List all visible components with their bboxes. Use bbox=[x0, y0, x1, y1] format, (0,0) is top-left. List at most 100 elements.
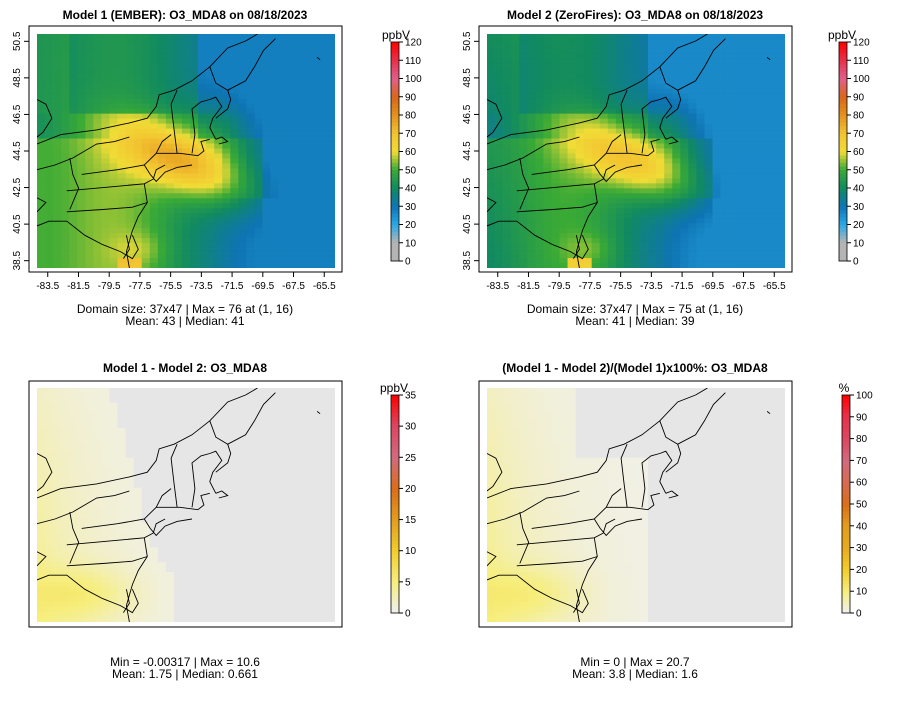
heatmap-cell bbox=[776, 43, 785, 50]
heatmap-cell bbox=[157, 253, 167, 259]
heatmap-cell bbox=[736, 128, 746, 134]
heatmap-cell bbox=[77, 457, 86, 464]
heatmap-cell bbox=[61, 392, 70, 399]
heatmap-cell bbox=[173, 88, 183, 95]
heatmap-cell bbox=[77, 168, 86, 174]
heatmap-cell bbox=[607, 43, 617, 50]
heatmap-cell bbox=[93, 542, 102, 548]
heatmap-cell bbox=[85, 467, 94, 473]
heatmap-cell bbox=[222, 447, 231, 454]
heatmap-cell bbox=[527, 34, 536, 40]
heatmap-cell bbox=[728, 138, 738, 144]
heatmap-cell bbox=[133, 148, 143, 154]
heatmap-cell bbox=[173, 138, 183, 144]
heatmap-cell bbox=[631, 193, 641, 199]
heatmap-cell bbox=[262, 497, 271, 503]
heatmap-cell bbox=[623, 108, 633, 115]
heatmap-cell bbox=[648, 108, 657, 115]
heatmap-cell bbox=[246, 392, 255, 399]
heatmap-cell bbox=[165, 427, 175, 434]
heatmap-cell bbox=[656, 38, 665, 45]
heatmap-cell bbox=[487, 223, 496, 229]
heatmap-cell bbox=[254, 537, 263, 543]
heatmap-cell bbox=[157, 63, 167, 70]
heatmap-cell bbox=[527, 188, 536, 194]
heatmap-cell bbox=[768, 128, 778, 134]
heatmap-cell bbox=[141, 482, 151, 488]
heatmap-cell bbox=[198, 532, 207, 538]
heatmap-cell bbox=[527, 48, 536, 55]
heatmap-cell bbox=[238, 253, 247, 259]
heatmap-cell bbox=[640, 163, 649, 169]
heatmap-cell bbox=[238, 133, 247, 139]
heatmap-cell bbox=[254, 467, 263, 473]
heatmap-cell bbox=[543, 233, 552, 239]
heatmap-cell bbox=[688, 218, 697, 224]
heatmap-cell bbox=[117, 208, 126, 214]
heatmap-cell bbox=[109, 98, 118, 105]
heatmap-cell bbox=[109, 542, 118, 548]
heatmap-cell bbox=[583, 213, 593, 219]
heatmap-cell bbox=[37, 83, 46, 90]
heatmap-cell bbox=[198, 123, 207, 129]
heatmap-cell bbox=[45, 93, 54, 100]
heatmap-cell bbox=[310, 113, 320, 119]
heatmap-cell bbox=[246, 407, 255, 414]
heatmap-cell bbox=[310, 163, 320, 169]
heatmap-cell bbox=[181, 467, 191, 473]
heatmap-cell bbox=[672, 43, 681, 50]
heatmap-cell bbox=[109, 118, 118, 124]
heatmap-cell bbox=[37, 143, 46, 149]
heatmap-cell bbox=[278, 103, 288, 110]
heatmap-cell bbox=[712, 203, 721, 209]
heatmap-cell bbox=[190, 402, 199, 409]
heatmap-cell bbox=[77, 98, 86, 105]
heatmap-cell bbox=[511, 98, 520, 105]
heatmap-cell bbox=[141, 53, 151, 60]
heatmap-cell bbox=[535, 203, 544, 209]
state-boundary bbox=[487, 99, 503, 138]
heatmap-cell bbox=[688, 108, 697, 115]
heatmap-cell bbox=[181, 183, 191, 189]
heatmap-cell bbox=[157, 98, 167, 105]
heatmap-cell bbox=[117, 233, 126, 239]
heatmap-cell bbox=[318, 173, 328, 179]
heatmap-cell bbox=[688, 93, 697, 100]
heatmap-cell bbox=[318, 103, 328, 110]
heatmap-cell bbox=[728, 153, 738, 159]
heatmap-cell bbox=[503, 248, 512, 254]
heatmap-cell bbox=[141, 233, 151, 239]
heatmap-cell bbox=[623, 68, 633, 75]
heatmap-cell bbox=[85, 497, 94, 503]
heatmap-cell bbox=[294, 208, 304, 214]
heatmap-cell bbox=[149, 188, 159, 194]
heatmap-cell bbox=[125, 173, 134, 179]
colorbar-tick-label: 60 bbox=[405, 147, 417, 158]
heatmap-cell bbox=[776, 178, 785, 184]
heatmap-cell bbox=[238, 168, 247, 174]
heatmap-cell bbox=[487, 88, 496, 95]
heatmap-cell bbox=[157, 48, 167, 55]
heatmap-cell bbox=[173, 73, 183, 80]
colorbar-segment bbox=[391, 42, 399, 46]
heatmap-cell bbox=[752, 173, 762, 179]
heatmap-cell bbox=[278, 447, 288, 454]
heatmap-cell bbox=[623, 133, 633, 139]
heatmap-cell bbox=[575, 203, 584, 209]
heatmap-cell bbox=[77, 88, 86, 95]
heatmap-cell bbox=[559, 208, 568, 214]
heatmap-cell bbox=[318, 63, 328, 70]
heatmap-cell bbox=[318, 407, 328, 414]
heatmap-cell bbox=[190, 178, 199, 184]
heatmap-cell bbox=[720, 183, 729, 189]
heatmap-cell bbox=[141, 472, 151, 478]
heatmap-cell bbox=[101, 218, 110, 224]
heatmap-cell bbox=[704, 233, 713, 239]
heatmap-cell bbox=[206, 78, 215, 85]
heatmap-cell bbox=[294, 512, 304, 518]
colorbar-segment bbox=[391, 125, 399, 130]
heatmap-cell bbox=[214, 228, 223, 234]
heatmap-cell bbox=[583, 178, 593, 184]
heatmap-cell bbox=[206, 88, 215, 95]
heatmap-cell bbox=[672, 34, 681, 40]
